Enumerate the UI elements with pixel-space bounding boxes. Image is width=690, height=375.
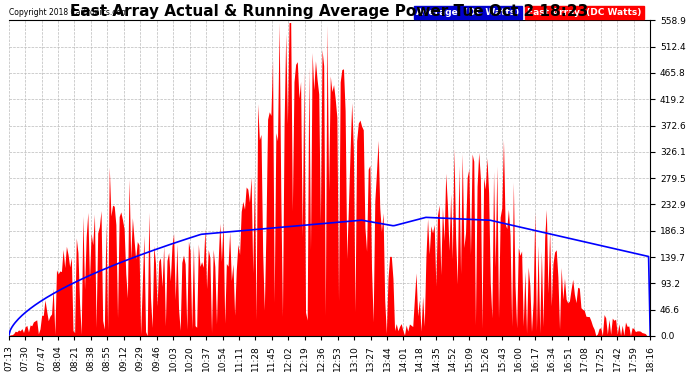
Title: East Array Actual & Running Average Power Tue Oct 2 18:23: East Array Actual & Running Average Powe… — [70, 4, 589, 19]
Text: East Array  (DC Watts): East Array (DC Watts) — [527, 8, 642, 17]
Text: Average  (DC Watts): Average (DC Watts) — [416, 8, 520, 17]
Text: Copyright 2018 Cartronics.com: Copyright 2018 Cartronics.com — [9, 8, 128, 17]
